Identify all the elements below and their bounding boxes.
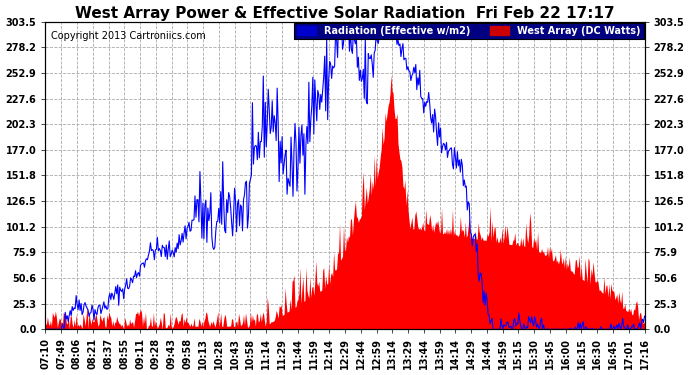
Title: West Array Power & Effective Solar Radiation  Fri Feb 22 17:17: West Array Power & Effective Solar Radia… [75,6,615,21]
Legend: Radiation (Effective w/m2), West Array (DC Watts): Radiation (Effective w/m2), West Array (… [294,23,644,39]
Text: Copyright 2013 Cartroniics.com: Copyright 2013 Cartroniics.com [52,31,206,41]
